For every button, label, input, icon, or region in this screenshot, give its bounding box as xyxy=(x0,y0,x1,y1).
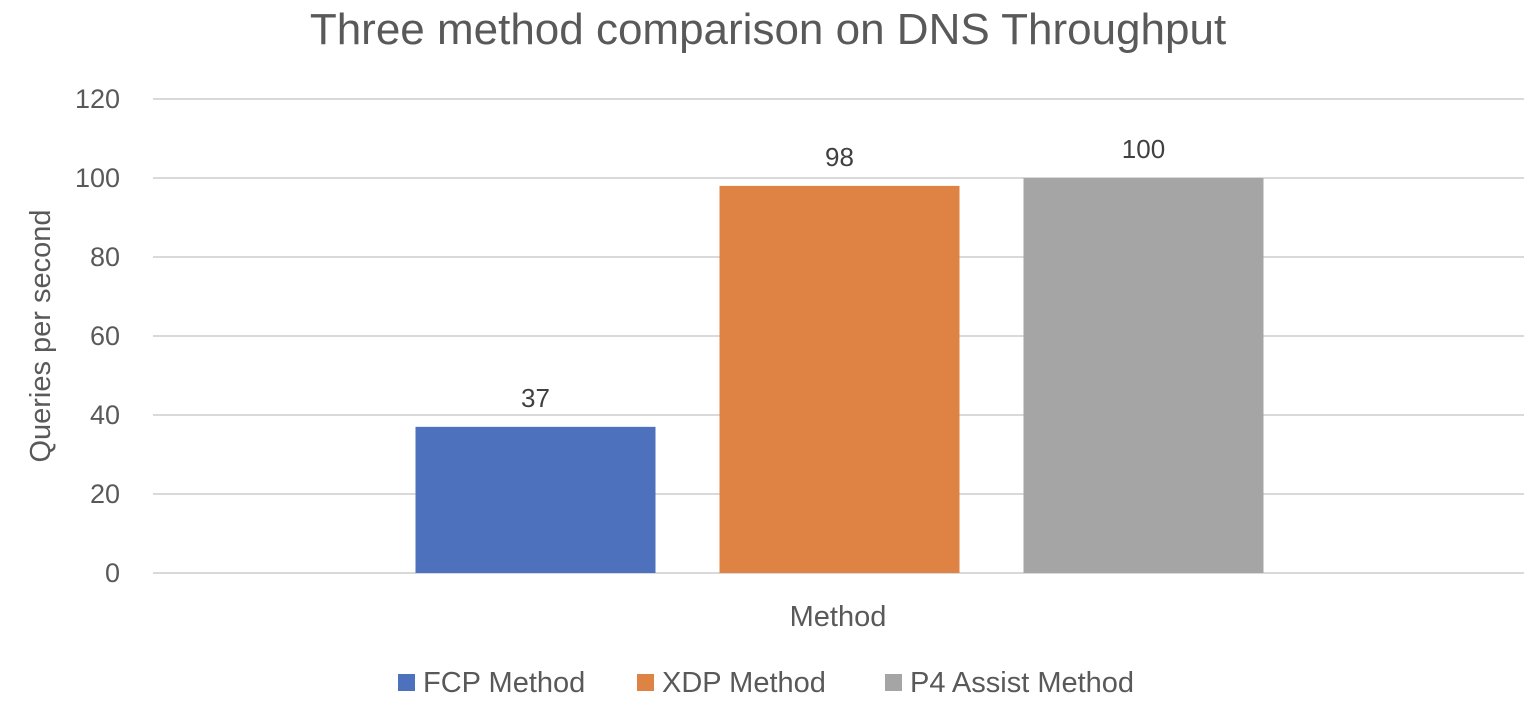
legend-item: P4 Assist Method xyxy=(885,667,1134,699)
legend-swatch xyxy=(885,674,902,691)
legend-label: XDP Method xyxy=(662,667,826,699)
y-axis-label: Queries per second xyxy=(25,209,57,462)
legend-label: FCP Method xyxy=(423,667,585,699)
legend-label: P4 Assist Method xyxy=(910,667,1134,699)
bar xyxy=(719,185,960,573)
bars xyxy=(415,178,1264,573)
y-tick-label: 40 xyxy=(90,400,120,430)
y-tick-label: 80 xyxy=(90,242,120,272)
x-axis-label: Method xyxy=(790,601,887,633)
y-tick-label: 60 xyxy=(90,321,120,351)
bar xyxy=(1023,178,1264,573)
y-tick-label: 0 xyxy=(105,558,120,588)
chart-title: Three method comparison on DNS Throughpu… xyxy=(310,5,1226,54)
legend-item: FCP Method xyxy=(398,667,585,699)
legend: FCP Method XDP Method P4 Assist Method xyxy=(398,667,1134,699)
y-tick-label: 20 xyxy=(90,479,120,509)
data-label: 100 xyxy=(1122,134,1165,164)
bar xyxy=(415,426,656,573)
legend-item: XDP Method xyxy=(637,667,826,699)
data-label: 37 xyxy=(521,383,550,413)
data-labels: 37 98 100 xyxy=(521,134,1165,413)
y-axis-ticks: 0 20 40 60 80 100 120 xyxy=(75,84,120,588)
y-tick-label: 120 xyxy=(75,84,120,114)
legend-swatch xyxy=(398,674,415,691)
legend-swatch xyxy=(637,674,654,691)
y-tick-label: 100 xyxy=(75,163,120,193)
data-label: 98 xyxy=(825,142,854,172)
